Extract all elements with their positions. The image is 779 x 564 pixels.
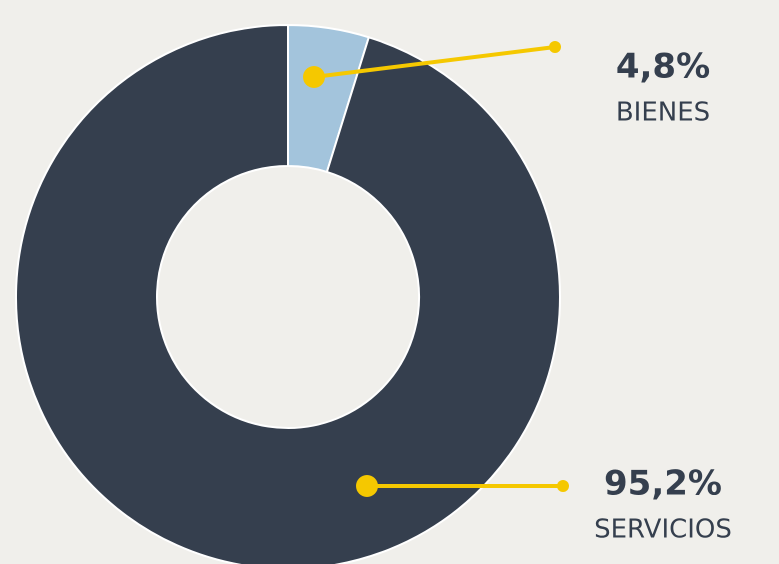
value-label: 95,2% xyxy=(604,464,722,504)
leader-end xyxy=(549,41,561,53)
category-label: SERVICIOS xyxy=(594,515,732,545)
value-label: 4,8% xyxy=(616,47,710,87)
slice xyxy=(15,23,561,564)
leader-dot xyxy=(303,66,325,88)
leader-line xyxy=(313,45,556,79)
category-label: BIENES xyxy=(616,98,710,128)
leader-end xyxy=(557,480,569,492)
leader-dot xyxy=(356,475,378,497)
